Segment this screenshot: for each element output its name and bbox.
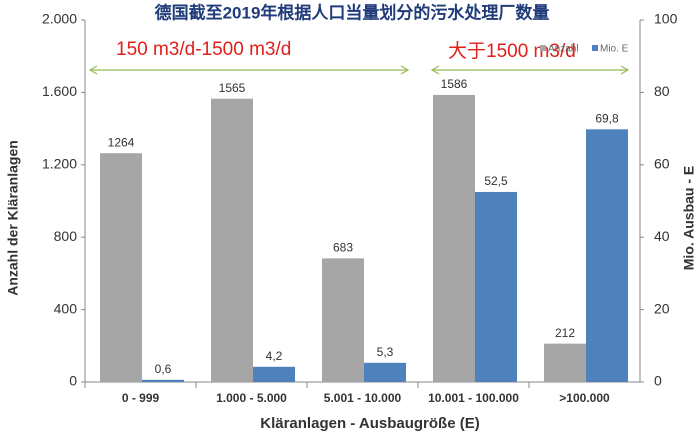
value-label: 69,8 [595,111,619,125]
value-label: 0,6 [155,362,172,376]
y2-tick-label: 40 [654,228,670,244]
x-tick-label: 0 - 999 [122,391,160,405]
bar [586,129,628,382]
legend-label: Anzahl [548,44,579,55]
value-label: 1586 [441,77,468,91]
y-tick-label: 800 [54,228,78,244]
bar [433,94,475,383]
legend-label: Mio. E [600,44,629,55]
bar [142,379,184,382]
x-axis-label: Kläranlagen - Ausbaugröße (E) [260,415,479,432]
legend-swatch [592,45,598,51]
y-tick-label: 400 [54,300,78,316]
value-label: 5,3 [377,345,394,359]
value-label: 4,2 [266,349,283,363]
value-label: 1565 [219,81,246,95]
value-label: 52,5 [484,174,508,188]
y2-axis-label: Mio. Ausbau - E [681,166,697,270]
y2-tick-label: 60 [654,156,670,172]
y2-tick-label: 100 [654,11,678,27]
bar [100,153,142,382]
bar [322,258,364,382]
x-tick-label: 5.001 - 10.000 [324,391,402,405]
value-label: 1264 [108,135,135,149]
y-tick-label: 1.200 [42,156,77,172]
range-arrows [88,65,630,75]
y-tick-label: 2.000 [42,11,77,27]
bar [475,191,517,382]
value-label: 683 [333,241,353,255]
legend-swatch [540,45,546,51]
y2-tick-label: 80 [654,83,670,99]
bar [364,362,406,382]
value-label: 212 [555,326,575,340]
x-tick-label: >100.000 [559,391,610,405]
bar [253,366,295,382]
chart-title: 德国截至2019年根据人口当量划分的污水处理厂数量 [155,2,550,22]
annotation: 150 m3/d-1500 m3/d [116,39,291,60]
bar [211,98,253,383]
x-tick-label: 10.001 - 100.000 [428,391,519,405]
y-axis-label: Anzahl der Kläranlagen [5,140,21,296]
y-tick-label: 1.600 [42,83,77,99]
y2-tick-label: 20 [654,300,670,316]
y-tick-label: 0 [69,373,77,389]
y2-tick-label: 0 [654,373,662,389]
bar [544,343,586,382]
x-tick-label: 1.000 - 5.000 [216,391,287,405]
